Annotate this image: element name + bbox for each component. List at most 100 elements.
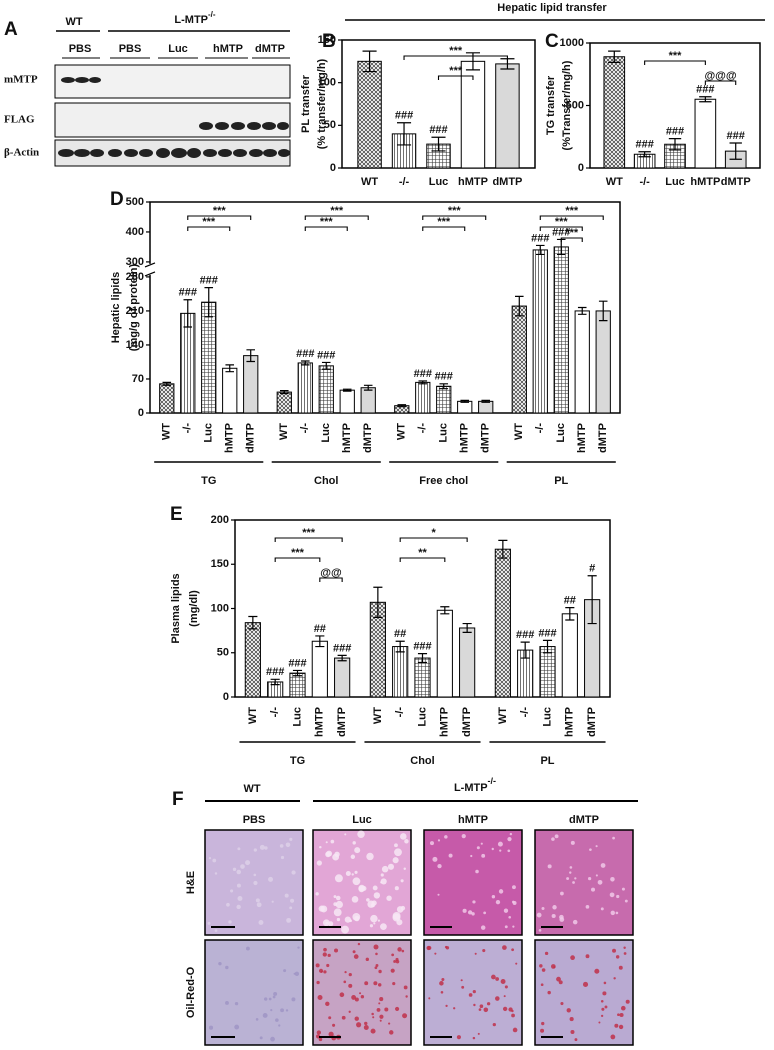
micrograph [312,939,412,1046]
error-bar [337,654,347,662]
texture-dot [315,892,319,896]
bracket-label: *** [669,50,683,62]
y-tick-label: 50 [324,119,336,131]
texture-dot [508,915,512,919]
texture-dot [597,879,603,885]
texture-dot [364,981,369,986]
bracket [274,557,321,562]
texture-dot [618,965,623,970]
bracket [319,577,343,582]
texture-dot [551,913,556,919]
row-label: H&E [185,871,197,894]
bracket [560,237,583,242]
error-bar [248,615,258,630]
bar [457,400,473,414]
x-tick-label: hMTP [314,707,326,737]
bracket-label: *** [565,227,579,239]
texture-dot [366,852,374,861]
y-tick-label: 500 [566,99,584,111]
texture-dot [574,1038,578,1042]
texture-dot [208,856,212,860]
texture-dot [615,911,619,915]
significance-label: ### [538,627,556,639]
texture-dot [285,1009,289,1012]
texture-dot [613,977,616,980]
bar [436,609,453,698]
texture-dot [429,841,435,846]
x-tick-label: Luc [203,423,215,443]
texture-dot [625,999,630,1004]
texture-dot [432,856,438,862]
error-bar [183,299,193,328]
panel-letter: A [4,19,18,40]
texture-dot [570,1029,575,1034]
bracket-label: *** [449,65,463,77]
texture-dot [612,836,615,840]
x-tick-label: WT [513,423,525,440]
texture-dot [354,915,360,922]
group-label: TG [290,755,305,767]
axis-break [144,263,156,275]
texture-dot [280,1008,284,1013]
y-tick-label: 150 [318,34,336,46]
texture-dot [507,849,511,853]
texture-dot [602,991,607,996]
texture-dot [477,1032,480,1035]
texture-dot [550,964,556,969]
texture-dot [333,908,342,917]
texture-dot [208,1025,214,1030]
x-tick-label: Luc [665,176,685,188]
texture-dot [323,970,327,974]
error-bar [431,136,446,152]
bracket-label: *** [555,216,569,228]
significance-label: # [589,563,595,575]
texture-dot [350,854,356,859]
texture-dot [345,870,351,876]
texture-dot [401,949,405,953]
texture-dot [259,1036,263,1040]
x-tick-label: WT [372,707,384,724]
micrograph [423,829,523,936]
error-bar [292,669,303,677]
texture-dot [358,885,365,893]
texture-dot [440,990,444,994]
texture-dot [268,997,272,1001]
x-tick-label: -/- [417,423,429,434]
texture-dot [379,997,384,1002]
texture-dot [370,1028,376,1034]
bracket-label: * [432,527,437,539]
texture-dot [332,1023,336,1027]
bracket-label: *** [302,527,316,539]
significance-label: ## [564,595,576,607]
group-label: TG [201,475,216,487]
texture-dot [381,865,389,873]
bar [360,387,376,414]
x-tick-label: -/- [399,176,410,188]
texture-dot [554,834,559,839]
texture-dot [376,1008,381,1012]
bracket-label: *** [437,216,451,228]
error-bar [598,300,608,322]
texture-dot [500,979,506,984]
error-bar [535,244,545,256]
x-tick-label: Luc [429,176,449,188]
texture-dot [609,892,615,898]
y-axis-label: TG transfer [545,75,557,135]
texture-dot [371,900,377,906]
texture-dot [373,922,376,925]
texture-dot [332,853,340,861]
bar [511,305,527,414]
texture-dot [359,992,362,995]
texture-dot [320,905,328,913]
x-tick-label: Luc [320,423,332,443]
lane-label: PBS [69,43,92,55]
bar [561,613,578,698]
lane-label: PBS [119,43,142,55]
y-axis-label: Plasma lipids [170,573,182,643]
texture-dot [610,1034,616,1040]
texture-dot [511,1013,515,1018]
texture-dot [612,948,617,953]
significance-label: ### [413,641,431,653]
x-tick-label: dMTP [362,423,374,453]
error-bar [315,635,325,648]
